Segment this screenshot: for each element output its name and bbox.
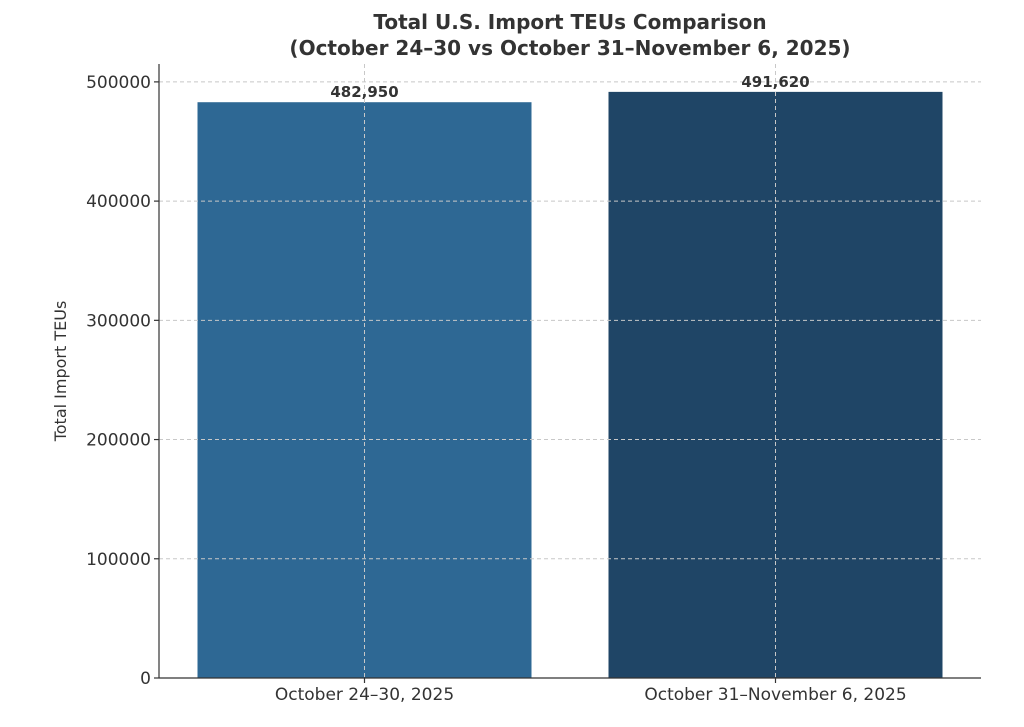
y-tick-label-5: 500000 [86, 73, 151, 93]
axes [154, 64, 981, 683]
grid [159, 81, 981, 560]
y-tick-label-2: 200000 [86, 431, 151, 451]
bar-1 [608, 91, 943, 679]
y-tick-label-4: 400000 [86, 192, 151, 212]
y-tick-label-1: 100000 [86, 550, 151, 570]
bar-value-label-1: 491,620 [741, 73, 809, 91]
y-tick-label-3: 300000 [86, 311, 151, 331]
bar-value-label-0: 482,950 [330, 83, 398, 101]
bars [197, 64, 943, 679]
chart-title-line-1: Total U.S. Import TEUs Comparison [373, 10, 766, 34]
labels: 0 100000 200000 300000 400000 500000 October 2… [86, 73, 907, 705]
x-tick-label-0: October 24–30, 2025 [275, 685, 454, 705]
y-axis-label: Total Import TEUs [51, 301, 70, 443]
x-tick-label-1: October 31–November 6, 2025 [644, 685, 906, 705]
chart-title-line-2: (October 24–30 vs October 31–November 6,… [289, 36, 850, 60]
y-tick-label-0: 0 [140, 669, 151, 689]
